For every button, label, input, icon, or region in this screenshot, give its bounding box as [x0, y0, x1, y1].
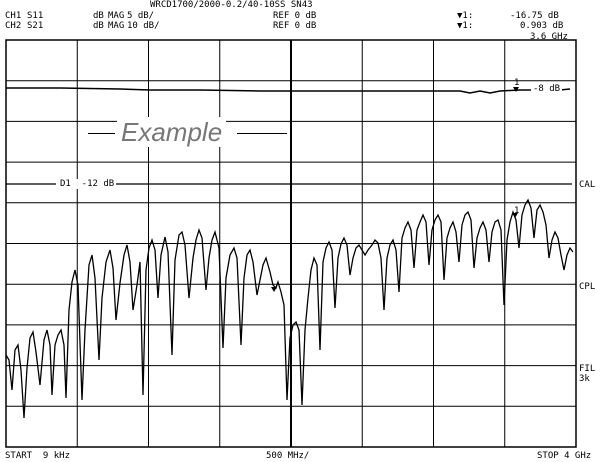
ch1-scale: 5 dB/: [127, 11, 155, 21]
ch1-channel: CH1: [5, 11, 22, 21]
ch1-trace: [6, 87, 571, 94]
watermark: Example: [117, 117, 227, 147]
ch2-param: S21: [27, 21, 44, 31]
marker-ref-label: -8 dB: [531, 84, 563, 94]
softkey-cpl[interactable]: CPL: [579, 282, 596, 292]
ch1-unit: dB: [93, 11, 104, 21]
marker-number-bottom: 1: [514, 206, 520, 216]
marker1-value: -16.75 dB: [510, 11, 559, 21]
ch2-channel: CH2: [5, 21, 22, 31]
trace-title: WRCD1700/2000-0.2/40-10SS SN43: [150, 0, 313, 10]
ch2-trace: [5, 198, 574, 419]
ch2-format: MAG: [108, 21, 125, 31]
ch1-format: MAG: [108, 11, 125, 21]
softkey-cal[interactable]: CAL: [579, 180, 596, 190]
watermark-rule-left: [88, 133, 115, 134]
frequency-per-division: 500 MHz/: [266, 451, 310, 461]
marker-number-top: 1: [514, 78, 520, 88]
marker-mid-glyph: [271, 287, 277, 292]
marker2-value: 0.903 dB: [520, 21, 564, 31]
ch2-unit: dB: [93, 21, 104, 31]
ch1-ref: REF 0 dB: [273, 11, 317, 21]
marker-top-glyph: [513, 87, 519, 92]
limit-line-label: D1 -12 dB: [58, 179, 117, 189]
graticule: [5, 39, 577, 448]
ch1-param: S11: [27, 11, 44, 21]
stop-frequency: STOP 4 GHz: [537, 451, 592, 461]
watermark-rule-right: [237, 133, 287, 134]
start-frequency: START 9 kHz: [5, 451, 71, 461]
ch2-ref: REF 0 dB: [273, 21, 317, 31]
marker1-label: ▼1:: [457, 11, 474, 21]
ch2-scale: 10 dB/: [127, 21, 160, 31]
marker-bottom-glyph: [512, 213, 518, 218]
softkey-fil-bandwidth: 3k: [579, 374, 590, 384]
softkey-fil[interactable]: FIL: [579, 364, 596, 374]
marker-frequency: 3.6 GHz: [530, 32, 568, 42]
marker2-label: ▼1:: [457, 21, 474, 31]
